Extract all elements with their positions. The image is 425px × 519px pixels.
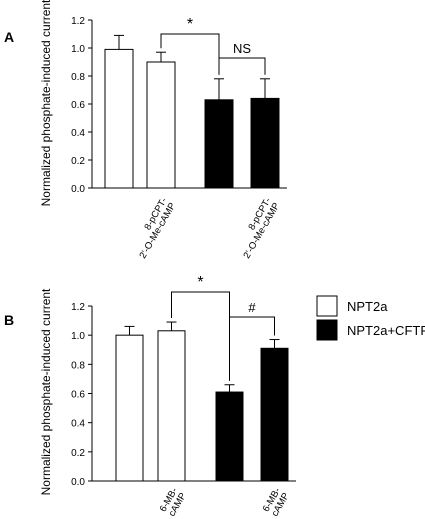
panel-b-y-tick-label: 0.4 [71, 419, 85, 430]
legend-swatch-npt2a-cftr [316, 319, 338, 341]
panel-b-y-tick-label: 0.0 [71, 477, 85, 488]
panel-a-y-tick-label: 1.2 [71, 16, 85, 27]
panel-b-bar-3 [215, 391, 244, 482]
panel-b-bar-4 [260, 347, 289, 482]
panel-b-significance-bracket-2 [229, 316, 275, 381]
panel-a-significance-bracket-2 [218, 57, 266, 75]
panel-a-label: A [4, 29, 14, 45]
panel-a-bar-4 [250, 97, 280, 189]
panel-a-significance-label-2: NS [233, 41, 251, 56]
panel-a-bar-1 [104, 48, 134, 189]
panel-a-y-tick-label: 0.8 [71, 72, 85, 83]
panel-a: A Normalized phosphate-induced current 0… [4, 0, 287, 261]
panel-b-category-label-2: 6-MB-cAMP [158, 486, 189, 519]
panel-b-y-axis-label: Normalized phosphate-induced current [39, 288, 53, 495]
panel-a-bar-2 [146, 61, 176, 189]
panel-b-bar-1 [115, 334, 144, 482]
panel-a-significance-label-1: * [187, 16, 193, 33]
panel-a-category-label-4: 8-pCPT-2'-O-Me-cAMP [233, 196, 282, 261]
panel-b-y-tick-label: 0.2 [71, 448, 85, 459]
legend: NPT2a NPT2a+CFTR [316, 295, 425, 341]
panel-a-y-tick-label: 0.0 [71, 184, 85, 195]
panel-b: B Normalized phosphate-induced current N… [4, 274, 425, 519]
panel-a-y-tick-label: 0.4 [71, 128, 85, 139]
panel-b-y-tick-label: 1.2 [71, 302, 85, 313]
panel-a-y-axis-label: Normalized phosphate-induced current [39, 0, 53, 206]
legend-label-npt2a: NPT2a [347, 299, 388, 314]
panel-b-label: B [4, 312, 14, 328]
panel-b-significance-label-2: # [248, 300, 256, 315]
panel-a-y-tick-label: 0.2 [71, 156, 85, 167]
panel-a-bar-3 [204, 99, 234, 189]
panel-a-category-label-2: 8-pCPT-2'-O-Me-cAMP [129, 196, 178, 261]
panel-b-y-tick-label: 0.8 [71, 360, 85, 371]
panel-b-y-tick-label: 1.0 [71, 331, 85, 342]
panel-a-significance-bracket-1 [160, 33, 220, 75]
panel-b-y-tick-label: 0.6 [71, 390, 85, 401]
panel-a-y-tick-label: 1.0 [71, 44, 85, 55]
panel-b-significance-label-1: * [197, 274, 203, 291]
legend-label-npt2a-cftr: NPT2a+CFTR [347, 323, 425, 338]
panel-b-bar-2 [157, 330, 186, 482]
panel-b-category-label-4: 6-MB-cAMP [261, 486, 292, 519]
panel-a-y-tick-label: 0.6 [71, 100, 85, 111]
legend-swatch-npt2a [316, 295, 338, 317]
